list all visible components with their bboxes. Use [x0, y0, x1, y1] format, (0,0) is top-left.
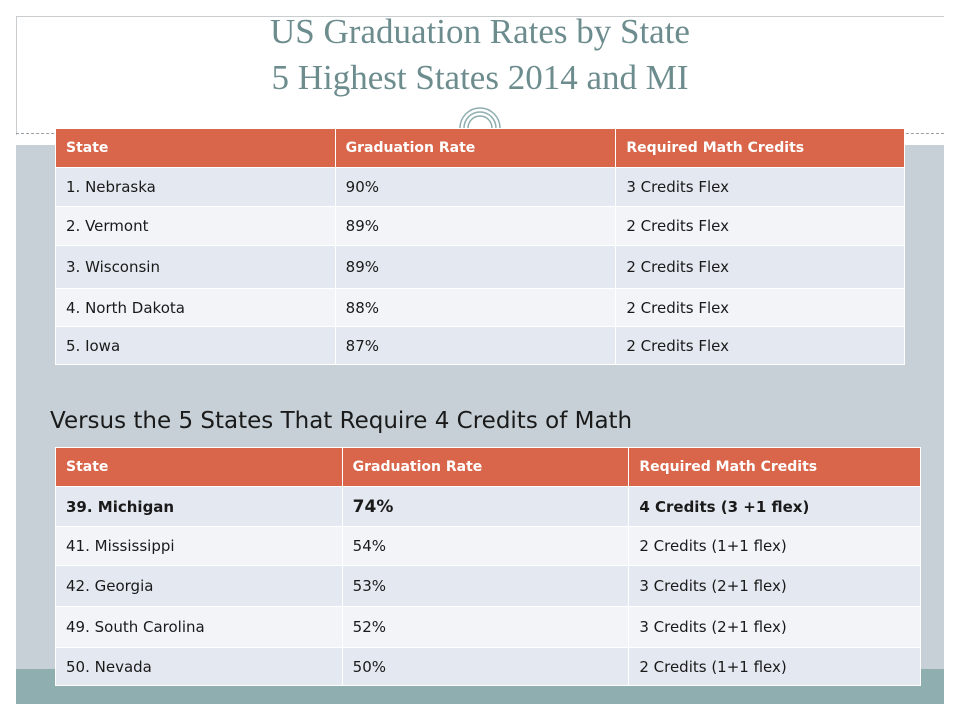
- slide-title-area: [16, 16, 946, 135]
- cell-state: 4. North Dakota: [55, 288, 336, 327]
- header-graduation-rate: Graduation Rate: [334, 128, 617, 168]
- circle-ornament-icon: [459, 107, 501, 129]
- cell-credits: 3 Credits Flex: [615, 167, 905, 207]
- cell-credits: 3 Credits (2+1 flex): [628, 565, 921, 607]
- cell-rate: 52%: [341, 606, 630, 648]
- header-state: State: [55, 447, 343, 487]
- cell-credits: 2 Credits (1+1 flex): [628, 526, 921, 566]
- cell-state: 41. Mississippi: [55, 526, 343, 566]
- cell-rate: 53%: [341, 565, 630, 607]
- section-subheading: Versus the 5 States That Require 4 Credi…: [50, 408, 633, 434]
- table-row: 50. Nevada 50% 2 Credits (1+1 flex): [55, 647, 921, 686]
- cell-rate: 90%: [334, 167, 617, 207]
- cell-rate: 54%: [341, 526, 630, 566]
- cell-state: 1. Nebraska: [55, 167, 336, 207]
- table-row: 41. Mississippi 54% 2 Credits (1+1 flex): [55, 526, 921, 566]
- cell-state: 39. Michigan: [55, 486, 343, 527]
- cell-state: 2. Vermont: [55, 206, 336, 246]
- cell-state: 42. Georgia: [55, 565, 343, 607]
- cell-state: 50. Nevada: [55, 647, 343, 686]
- slide-right-margin: [944, 0, 960, 720]
- cell-rate: 89%: [334, 206, 617, 246]
- cell-credits: 2 Credits Flex: [615, 245, 905, 289]
- cell-credits: 2 Credits Flex: [615, 206, 905, 246]
- four-credit-states-table: State Graduation Rate Required Math Cred…: [55, 447, 921, 686]
- cell-rate: 74%: [341, 486, 630, 527]
- header-state: State: [55, 128, 336, 168]
- cell-state: 5. Iowa: [55, 326, 336, 365]
- table-row: 39. Michigan 74% 4 Credits (3 +1 flex): [55, 486, 921, 527]
- cell-rate: 50%: [341, 647, 630, 686]
- table-header-row: State Graduation Rate Required Math Cred…: [55, 447, 921, 487]
- cell-state: 49. South Carolina: [55, 606, 343, 648]
- table-row: 1. Nebraska 90% 3 Credits Flex: [55, 167, 905, 207]
- slide-title-line-2: 5 Highest States 2014 and MI: [271, 58, 689, 97]
- table-row: 5. Iowa 87% 2 Credits Flex: [55, 326, 905, 365]
- header-graduation-rate: Graduation Rate: [341, 447, 630, 487]
- cell-state: 3. Wisconsin: [55, 245, 336, 289]
- header-required-math-credits: Required Math Credits: [628, 447, 921, 487]
- cell-rate: 87%: [334, 326, 617, 365]
- cell-rate: 88%: [334, 288, 617, 327]
- table-row: 4. North Dakota 88% 2 Credits Flex: [55, 288, 905, 327]
- table-row: 49. South Carolina 52% 3 Credits (2+1 fl…: [55, 606, 921, 648]
- top-states-table: State Graduation Rate Required Math Cred…: [55, 128, 905, 365]
- cell-rate: 89%: [334, 245, 617, 289]
- table-row: 42. Georgia 53% 3 Credits (2+1 flex): [55, 565, 921, 607]
- cell-credits: 3 Credits (2+1 flex): [628, 606, 921, 648]
- slide-title-line-1: US Graduation Rates by State: [270, 12, 690, 51]
- table-row: 2. Vermont 89% 2 Credits Flex: [55, 206, 905, 246]
- table-header-row: State Graduation Rate Required Math Cred…: [55, 128, 905, 168]
- cell-credits: 2 Credits Flex: [615, 288, 905, 327]
- cell-credits: 2 Credits (1+1 flex): [628, 647, 921, 686]
- cell-credits: 4 Credits (3 +1 flex): [628, 486, 921, 527]
- cell-credits: 2 Credits Flex: [615, 326, 905, 365]
- header-required-math-credits: Required Math Credits: [615, 128, 905, 168]
- table-row: 3. Wisconsin 89% 2 Credits Flex: [55, 245, 905, 289]
